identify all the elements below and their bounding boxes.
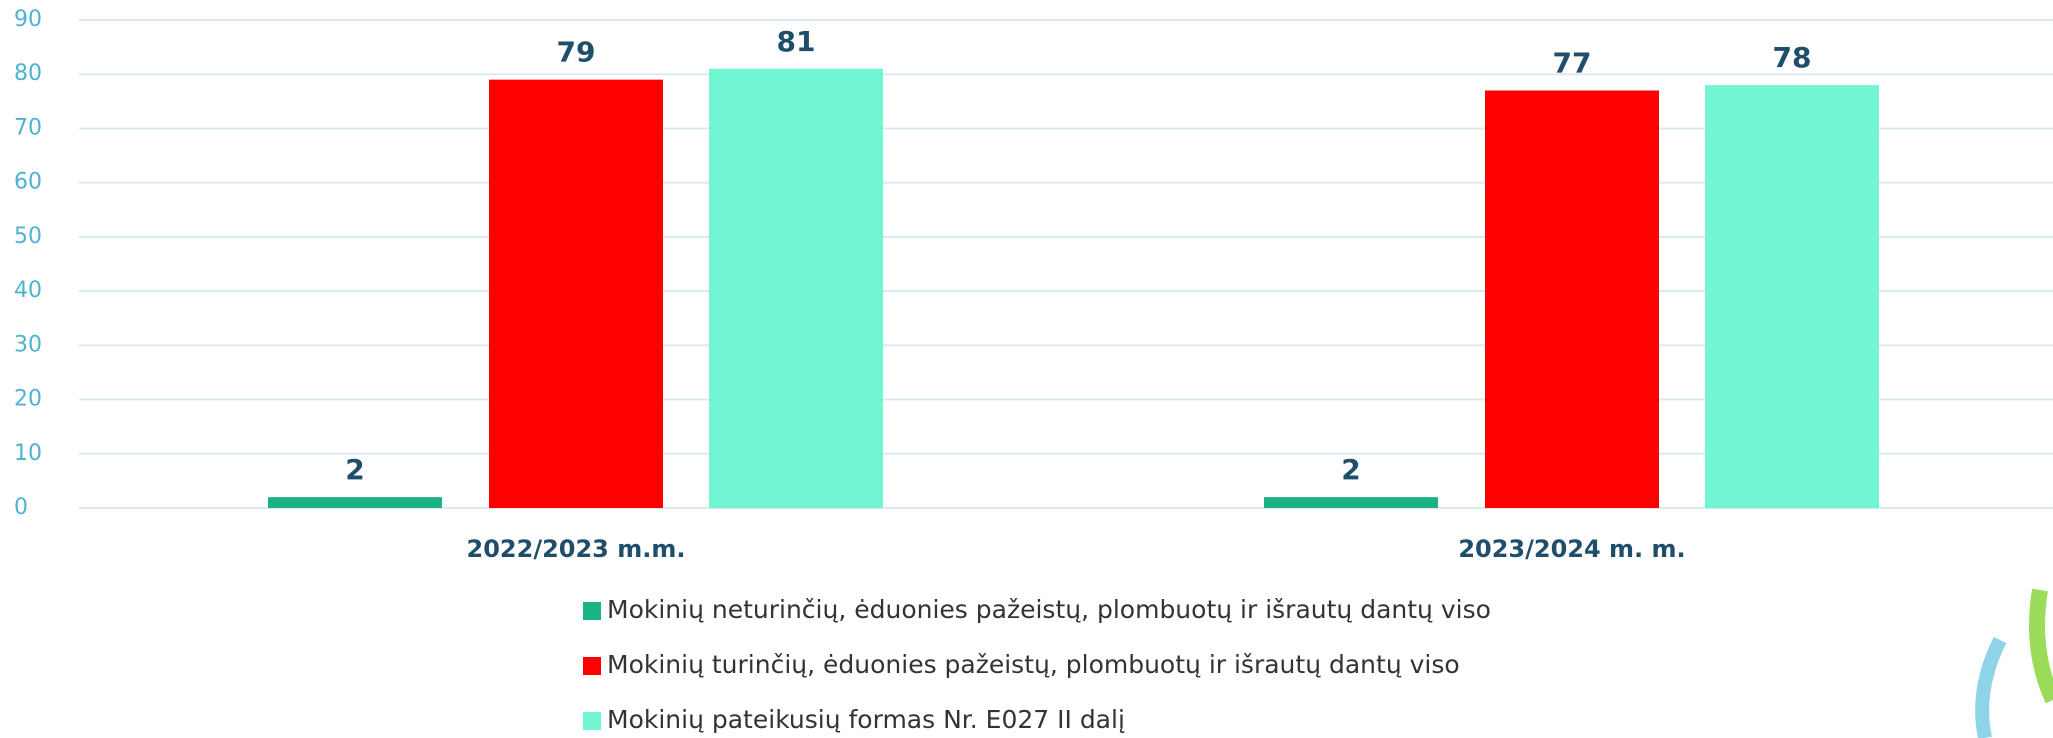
- y-tick-label: 20: [14, 387, 42, 412]
- y-tick-label: 60: [14, 170, 42, 195]
- value-label: 2: [1341, 453, 1360, 486]
- bar: [1485, 90, 1659, 508]
- legend-label: Mokinių neturinčių, ėduonies pažeistų, p…: [607, 595, 1491, 624]
- value-label: 78: [1773, 41, 1812, 74]
- y-tick-label: 50: [14, 224, 42, 249]
- x-tick-label: 2023/2024 m. m.: [1458, 535, 1685, 563]
- legend-swatch: [583, 657, 601, 675]
- bar: [1264, 497, 1438, 508]
- decoration: [1982, 640, 2000, 738]
- legend-swatch: [583, 602, 601, 620]
- bar: [709, 69, 883, 508]
- value-label: 81: [777, 25, 816, 58]
- legend-label: Mokinių pateikusių formas Nr. E027 II da…: [607, 705, 1125, 734]
- value-label: 77: [1553, 46, 1592, 79]
- x-tick-label: 2022/2023 m.m.: [467, 535, 686, 563]
- y-tick-label: 10: [14, 441, 42, 466]
- y-tick-label: 40: [14, 278, 42, 303]
- y-tick-label: 30: [14, 332, 42, 357]
- value-label: 79: [557, 36, 596, 69]
- bar: [268, 497, 442, 508]
- legend-label: Mokinių turinčių, ėduonies pažeistų, plo…: [607, 650, 1460, 679]
- legend-swatch: [583, 712, 601, 730]
- y-tick-label: 90: [14, 7, 42, 32]
- y-tick-label: 80: [14, 61, 42, 86]
- y-tick-label: 70: [14, 115, 42, 140]
- y-tick-label: 0: [14, 495, 28, 520]
- bar: [1705, 85, 1879, 508]
- bar: [489, 80, 663, 508]
- chart: 0 10 20 30 40 50 60 70 80 90 2022/2023 m.m. 2 79 81 20…: [0, 0, 2053, 738]
- decoration: [2037, 590, 2053, 700]
- value-label: 2: [345, 453, 364, 486]
